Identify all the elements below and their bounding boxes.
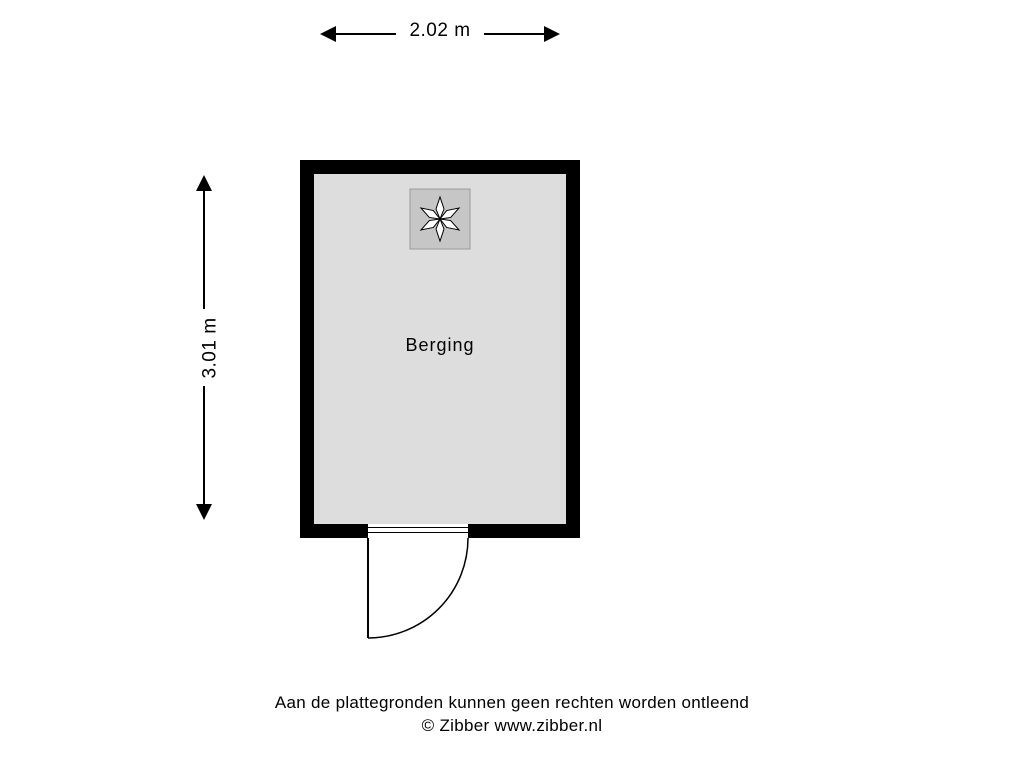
door-threshold-line bbox=[368, 532, 468, 533]
room: Berging bbox=[300, 160, 580, 538]
dimension-horizontal: 2.02 m bbox=[320, 20, 560, 50]
dimension-line bbox=[484, 33, 546, 35]
dimension-width-label: 2.02 m bbox=[320, 20, 560, 42]
arrow-right-icon bbox=[544, 26, 560, 42]
arrow-down-icon bbox=[196, 504, 212, 520]
dimension-line bbox=[203, 386, 205, 506]
footer-copyright: © Zibber www.zibber.nl bbox=[0, 715, 1024, 738]
dimension-height-label: 3.01 m bbox=[200, 317, 222, 378]
footer-disclaimer: Aan de plattegronden kunnen geen rechten… bbox=[0, 692, 1024, 715]
room-label: Berging bbox=[314, 335, 566, 356]
floorplan-canvas: 2.02 m 3.01 m bbox=[0, 0, 1024, 768]
dimension-vertical: 3.01 m bbox=[190, 175, 220, 520]
door-threshold-line bbox=[368, 527, 468, 528]
dimension-line bbox=[203, 189, 205, 309]
footer: Aan de plattegronden kunnen geen rechten… bbox=[0, 692, 1024, 738]
door-swing-icon bbox=[368, 538, 468, 638]
room-floor: Berging bbox=[314, 174, 566, 524]
ventilation-icon bbox=[409, 188, 471, 250]
